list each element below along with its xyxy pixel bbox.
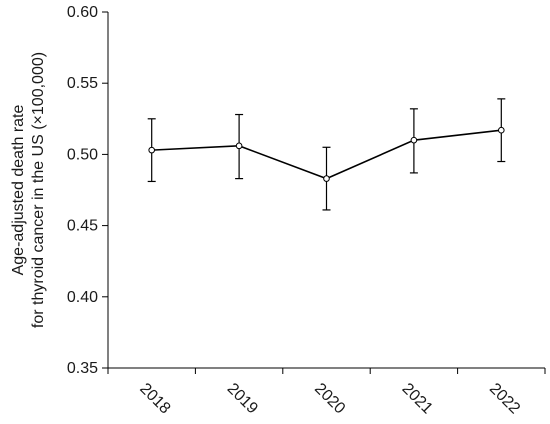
axes [107, 12, 545, 369]
x-axis-ticks: 2018 2019 2020 2021 2022 [107, 368, 546, 417]
x-tick-label: 2018 [136, 380, 173, 417]
y-tick-label: 0.55 [67, 75, 98, 92]
y-axis-title: Age-adjusted death rate for thyroid canc… [10, 52, 47, 328]
data-point [323, 175, 330, 182]
data-point [148, 146, 155, 154]
y-tick-label: 0.35 [67, 360, 98, 377]
x-tick-label: 2022 [486, 380, 523, 417]
y-tick-label: 0.40 [67, 289, 98, 306]
y-axis-ticks: 0.35 0.40 0.45 0.50 0.55 0.60 [67, 4, 108, 377]
y-axis-title-line-2: for thyroid cancer in the US (×100,000) [30, 52, 47, 328]
data-point [410, 136, 418, 144]
x-tick-label: 2020 [311, 380, 348, 417]
data-point [498, 126, 505, 134]
data-point [235, 142, 243, 150]
x-tick-label: 2021 [398, 380, 435, 417]
y-axis-title-line-1: Age-adjusted death rate [10, 105, 27, 276]
y-tick-label: 0.60 [67, 4, 98, 21]
series [148, 126, 505, 182]
y-tick-label: 0.45 [67, 218, 98, 235]
y-tick-label: 0.50 [67, 146, 98, 163]
error-bars [147, 98, 506, 211]
x-tick-label: 2019 [224, 380, 261, 417]
